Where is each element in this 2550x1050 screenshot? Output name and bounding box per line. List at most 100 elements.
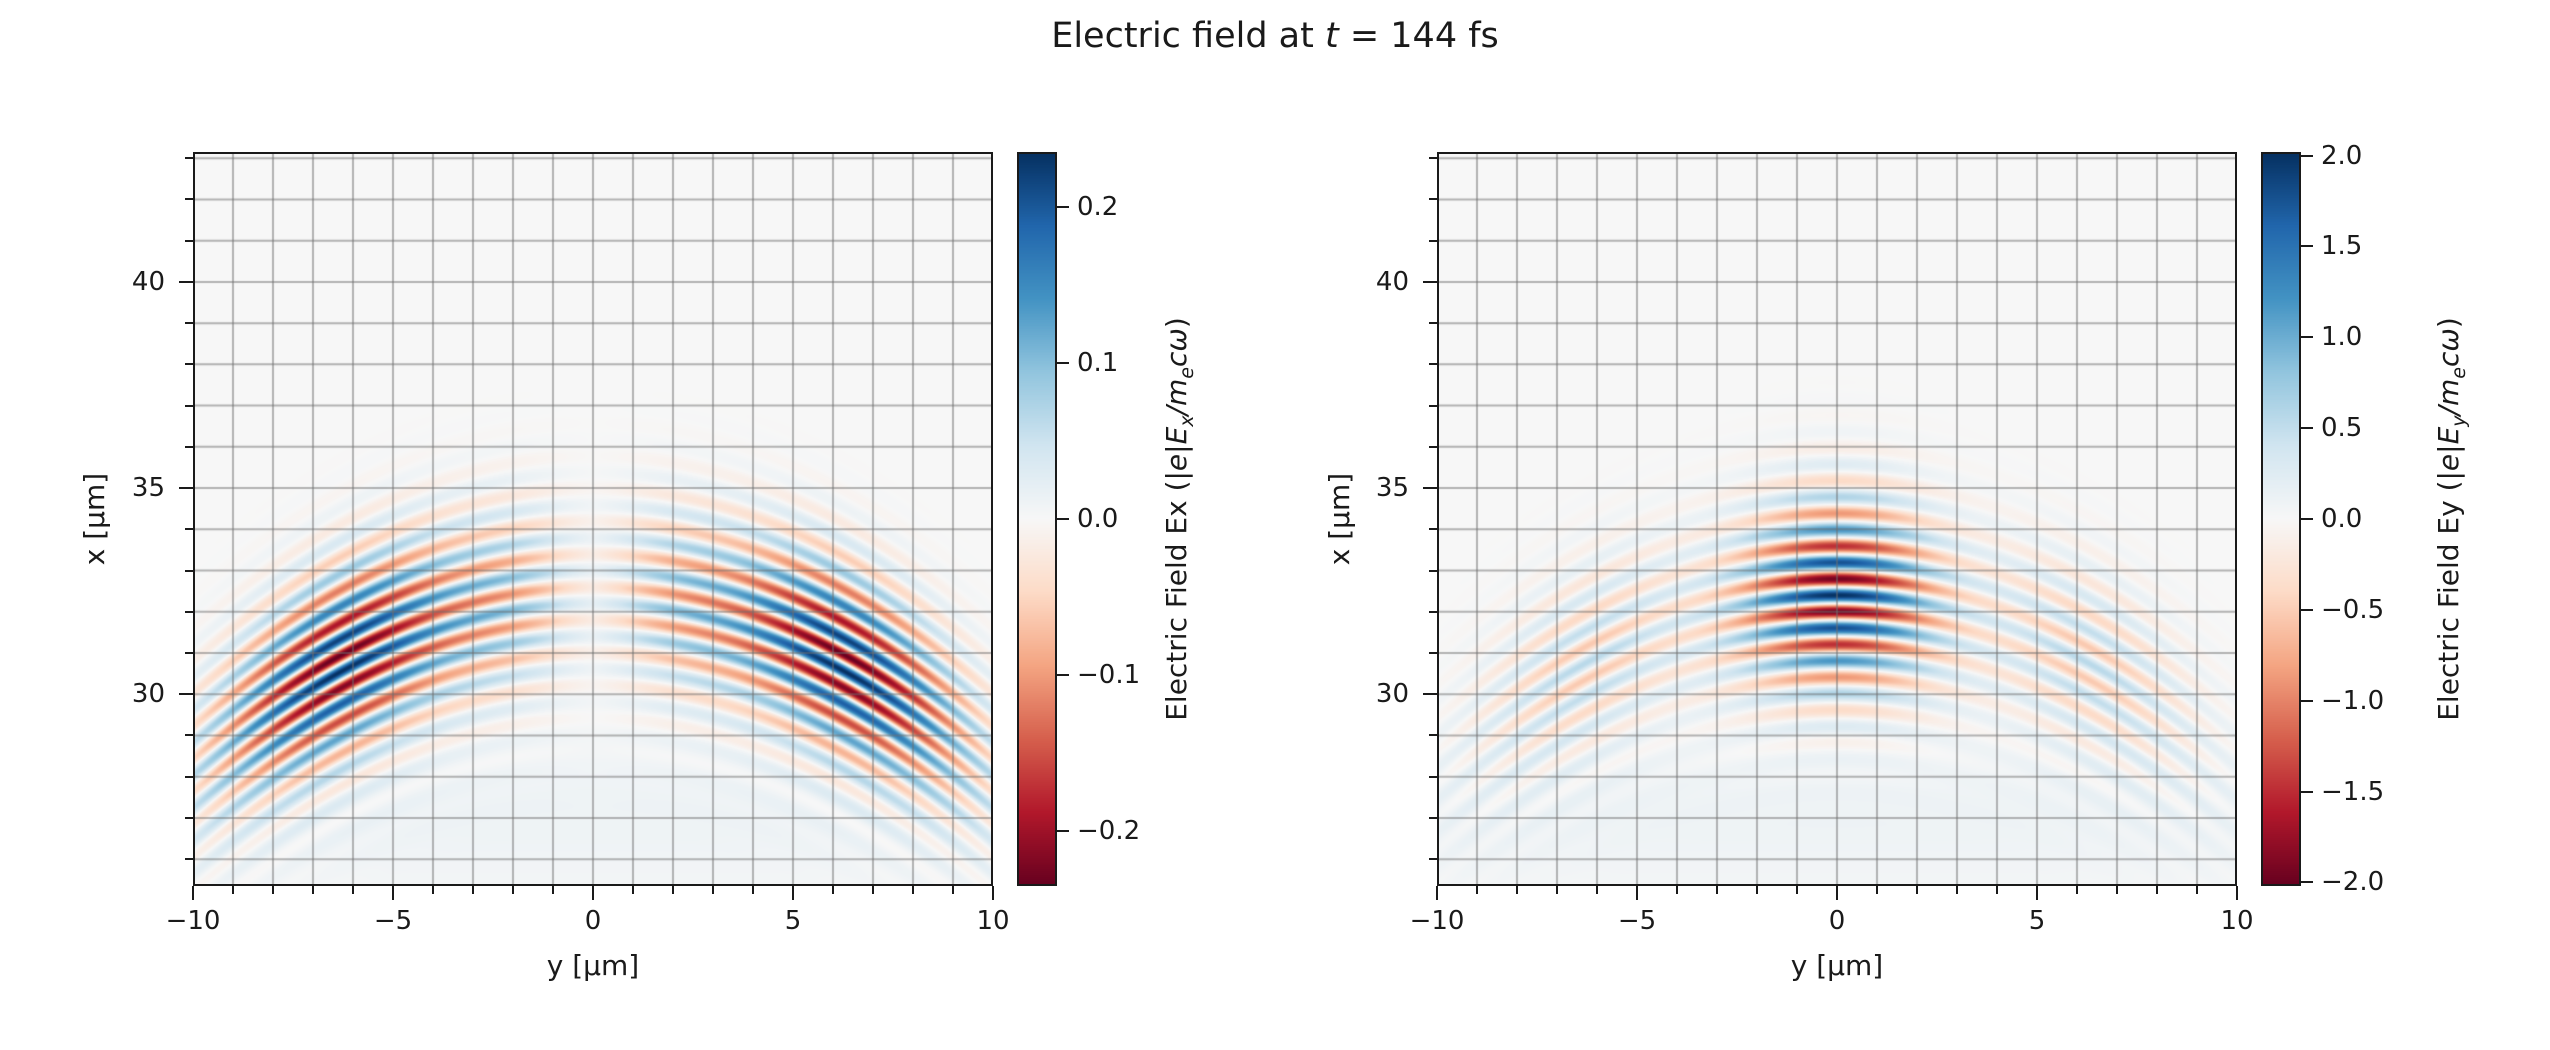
y-axis-label: x [μm] <box>78 472 111 566</box>
colorbar-tick-mark <box>1057 830 1069 833</box>
y-tick-mark <box>1429 652 1437 655</box>
colorbar-ey-label-seg-5: cω <box>2432 328 2466 367</box>
y-tick-mark <box>185 157 193 160</box>
y-tick-label: 30 <box>131 679 165 710</box>
x-tick-mark <box>992 886 994 900</box>
x-tick-mark <box>2196 886 2198 894</box>
x-tick-mark <box>2036 886 2038 900</box>
x-tick-label: 5 <box>784 906 802 936</box>
y-tick-mark <box>185 239 193 242</box>
figure-title-var: t <box>1324 16 1339 56</box>
x-tick-mark <box>1996 886 1998 894</box>
figure-title-pre: Electric field at <box>1051 16 1325 56</box>
y-tick-mark <box>1429 445 1437 448</box>
x-tick-mark <box>712 886 714 894</box>
x-tick-label: 0 <box>1828 906 1846 936</box>
x-tick-mark <box>1716 886 1718 894</box>
colorbar-tick-label: −2.0 <box>2321 867 2385 898</box>
y-tick-mark <box>1429 816 1437 819</box>
x-tick-mark <box>1516 886 1518 894</box>
x-tick-mark <box>512 886 514 894</box>
colorbar-tick-mark <box>2301 427 2313 430</box>
y-tick-mark <box>179 280 193 283</box>
x-tick-mark <box>672 886 674 894</box>
y-tick-label: 35 <box>131 473 165 504</box>
x-tick-mark <box>192 886 194 900</box>
y-tick-label: 40 <box>131 266 165 297</box>
y-tick-mark <box>1429 775 1437 778</box>
y-tick-mark <box>1429 157 1437 160</box>
x-tick-mark <box>472 886 474 894</box>
x-tick-mark <box>232 886 234 894</box>
colorbar-ey-gradient <box>2261 152 2301 886</box>
y-tick-mark <box>1429 239 1437 242</box>
y-tick-mark <box>185 445 193 448</box>
colorbar-ex-label-seg-5: cω <box>1160 328 1194 367</box>
colorbar-ey-label-seg-0: Electric Field Ey ( <box>2432 480 2466 721</box>
x-axis-label: y [μm] <box>1790 949 1884 982</box>
y-tick-mark <box>185 858 193 861</box>
x-tick-mark <box>2076 886 2078 894</box>
x-tick-mark <box>952 886 954 894</box>
x-tick-label: −5 <box>373 906 413 936</box>
y-tick-mark <box>185 775 193 778</box>
x-tick-mark <box>1556 886 1558 894</box>
colorbar-tick-mark <box>1057 518 1069 520</box>
colorbar-ex-label-seg-3: /m <box>1160 378 1194 416</box>
colorbar-tick-mark <box>2301 336 2313 339</box>
x-tick-mark <box>2116 886 2118 894</box>
colorbar-tick-label: 1.0 <box>2321 322 2363 353</box>
x-tick-mark <box>352 886 354 894</box>
colorbar-tick-mark <box>2301 790 2313 793</box>
y-tick-mark <box>1423 693 1437 696</box>
colorbar-ey-label-seg-2: y <box>2447 415 2470 427</box>
colorbar-ex-label-seg-0: Electric Field Ex ( <box>1160 480 1194 721</box>
colorbar-tick-mark <box>2301 245 2313 248</box>
y-tick-mark <box>1423 280 1437 283</box>
colorbar-ey-label-seg-3: /m <box>2432 378 2466 416</box>
colorbar-ey-label: Electric Field Ey (|e|Ey/mecω) <box>2432 317 2470 721</box>
y-tick-mark <box>1429 404 1437 407</box>
y-tick-mark <box>185 198 193 201</box>
colorbar-ey-label-seg-4: e <box>2447 367 2470 379</box>
x-tick-mark <box>1636 886 1638 900</box>
x-tick-mark <box>1916 886 1918 894</box>
colorbar-tick-label: 0.0 <box>1077 504 1119 534</box>
colorbar-tick-label: 0.5 <box>2321 413 2363 444</box>
colorbar-tick-label: 1.5 <box>2321 231 2363 262</box>
colorbar-tick-mark <box>2301 608 2313 611</box>
x-tick-label: −5 <box>1617 906 1657 936</box>
x-tick-mark <box>872 886 874 894</box>
colorbar-ex-label-seg-4: e <box>1175 367 1198 379</box>
y-tick-mark <box>185 652 193 655</box>
y-tick-label: 40 <box>1375 266 1409 297</box>
y-tick-mark <box>185 734 193 737</box>
heatmap-ex-canvas <box>193 152 993 886</box>
x-tick-mark <box>1956 886 1958 894</box>
y-tick-mark <box>185 816 193 819</box>
x-tick-mark <box>832 886 834 894</box>
figure-title-post: = 144 fs <box>1338 16 1499 56</box>
colorbar-tick-label: 0.2 <box>1077 191 1119 222</box>
colorbar-ey-label-seg-6: ) <box>2432 317 2466 329</box>
x-tick-mark <box>1756 886 1758 894</box>
x-tick-mark <box>392 886 394 900</box>
y-tick-mark <box>185 610 193 613</box>
colorbar-tick-mark <box>2301 881 2313 884</box>
x-tick-mark <box>1436 886 1438 900</box>
figure-title: Electric field at t = 144 fs <box>1051 16 1499 56</box>
x-tick-mark <box>632 886 634 894</box>
x-tick-mark <box>1476 886 1478 894</box>
y-axis-label: x [μm] <box>1323 472 1356 566</box>
x-tick-mark <box>2156 886 2158 894</box>
y-tick-mark <box>1429 569 1437 572</box>
y-tick-mark <box>179 487 193 490</box>
colorbar-tick-label: −1.5 <box>2321 776 2385 807</box>
colorbar-tick-label: 0.1 <box>1077 347 1119 378</box>
x-tick-mark <box>792 886 794 900</box>
colorbar-tick-label: 0.0 <box>2321 504 2363 534</box>
x-axis-label: y [μm] <box>546 949 640 982</box>
x-tick-mark <box>1596 886 1598 894</box>
colorbar-ex-label-seg-6: ) <box>1160 317 1194 329</box>
colorbar-tick-mark <box>1057 674 1069 677</box>
